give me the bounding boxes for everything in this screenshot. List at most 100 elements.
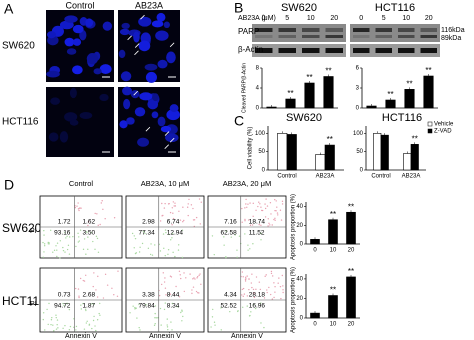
dose: 20 xyxy=(330,15,338,22)
flow-event xyxy=(195,216,198,219)
y-tick-label: 40 xyxy=(296,204,303,210)
column-header: Control xyxy=(65,0,94,10)
row-label: HCT116 xyxy=(2,294,46,308)
flow-event xyxy=(59,257,61,259)
dose-label: AB23A (μM) xyxy=(238,15,276,22)
flow-event xyxy=(56,255,58,258)
y-tick-label: 0 xyxy=(262,168,266,174)
flow-event xyxy=(131,232,134,235)
flow-event xyxy=(147,247,150,250)
nucleus xyxy=(64,37,75,47)
flow-event xyxy=(62,302,64,305)
flow-event xyxy=(82,248,85,251)
band xyxy=(398,28,415,32)
flow-event xyxy=(78,296,80,299)
nucleus xyxy=(126,117,135,125)
flow-event xyxy=(166,326,169,328)
flow-event xyxy=(97,275,99,278)
flow-event xyxy=(244,280,247,282)
flow-event xyxy=(49,229,52,232)
flow-event xyxy=(194,278,196,280)
band xyxy=(278,28,296,32)
band xyxy=(420,28,437,32)
y-tick-label: 100 xyxy=(353,131,364,137)
nucleus xyxy=(69,87,77,99)
flow-event xyxy=(174,255,176,258)
flow-event xyxy=(95,329,97,332)
flow-event xyxy=(161,202,163,205)
flow-event xyxy=(165,231,167,234)
nucleus xyxy=(134,107,146,117)
flow-event xyxy=(93,272,95,274)
y-tick-label: 50 xyxy=(356,149,363,155)
flow-event xyxy=(56,249,58,251)
flow-event xyxy=(161,215,163,217)
flow-event xyxy=(279,209,282,211)
arrow xyxy=(127,35,132,41)
flow-event xyxy=(82,302,84,305)
flow-event xyxy=(181,256,184,259)
flow-event xyxy=(68,253,71,255)
panel-label: C xyxy=(234,113,244,129)
flow-event xyxy=(100,202,103,204)
flow-event xyxy=(85,309,87,312)
flow-event xyxy=(172,217,175,220)
flow-event xyxy=(64,231,66,234)
band xyxy=(255,48,273,53)
flow-event xyxy=(138,303,140,306)
flow-event xyxy=(88,323,91,325)
bar xyxy=(286,134,297,171)
flow-event xyxy=(171,233,174,235)
legend-label: Vehicle xyxy=(434,122,454,128)
y-axis-label: Cleaved PARP/β-Actin xyxy=(241,63,247,113)
nucleus xyxy=(165,133,179,143)
flow-event xyxy=(158,294,161,297)
significance: ** xyxy=(348,202,354,211)
legend-swatch xyxy=(427,128,433,134)
band xyxy=(325,28,343,32)
flow-event xyxy=(281,200,284,203)
flow-event xyxy=(276,206,278,208)
flow-event xyxy=(263,326,265,329)
flow-event xyxy=(175,285,177,288)
arrow xyxy=(134,43,140,48)
flow-event xyxy=(274,217,276,220)
flow-event xyxy=(241,221,243,223)
flow-event xyxy=(145,304,147,306)
bar xyxy=(324,144,335,171)
flow-event xyxy=(241,288,244,291)
y-tick-label: 6 xyxy=(356,66,360,72)
flow-event xyxy=(230,236,233,238)
flow-event xyxy=(259,288,262,291)
arrow xyxy=(169,137,175,143)
flow-event xyxy=(263,297,266,299)
flow-event xyxy=(47,323,49,326)
nucleus xyxy=(138,40,151,52)
flow-event xyxy=(159,220,162,222)
dose: 5 xyxy=(382,15,386,22)
flow-event xyxy=(181,310,183,312)
flow-event xyxy=(200,283,202,286)
y-tick-label: 20 xyxy=(296,296,303,302)
flow-event xyxy=(244,207,246,209)
flow-event xyxy=(90,231,92,234)
flow-event xyxy=(246,295,249,297)
nucleus xyxy=(72,65,83,75)
flow-event xyxy=(96,237,99,240)
flow-event xyxy=(268,286,270,289)
y-tick-label: 4 xyxy=(256,86,260,92)
nucleus xyxy=(145,71,157,83)
flow-event xyxy=(78,207,81,209)
bar xyxy=(285,98,296,109)
quadrant-value: 18.74 xyxy=(249,219,266,226)
flow-event xyxy=(179,274,181,276)
flow-event xyxy=(68,236,71,238)
quadrant-value: 2.68 xyxy=(82,292,95,299)
flow-event xyxy=(75,329,77,331)
band xyxy=(375,35,392,38)
quadrant-value: 3.38 xyxy=(142,292,155,299)
chart-title: SW620 xyxy=(286,112,322,124)
flow-event xyxy=(198,292,200,294)
band-label: β-Actin xyxy=(238,45,263,54)
flow-event xyxy=(72,235,74,238)
